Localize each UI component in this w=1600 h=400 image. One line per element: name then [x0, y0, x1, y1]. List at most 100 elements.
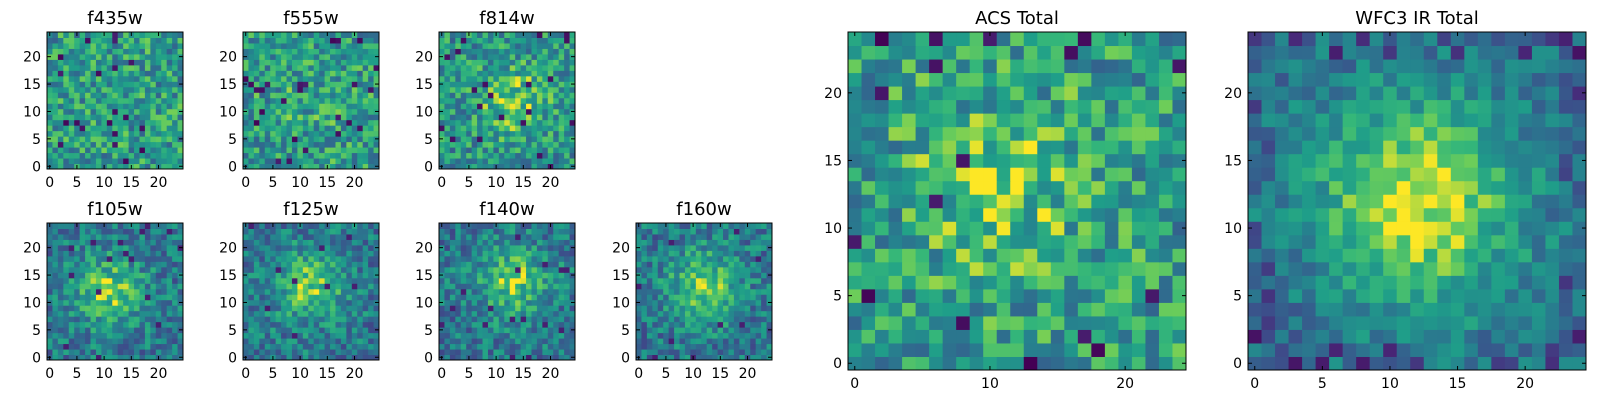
heatmap-cell — [636, 338, 642, 345]
heatmap-cell — [248, 59, 255, 66]
heatmap-cell — [542, 354, 549, 361]
heatmap-cell — [646, 327, 653, 334]
heatmap-cell — [542, 321, 549, 328]
heatmap-cell — [477, 48, 484, 55]
heatmap-cell — [313, 70, 320, 77]
heatmap-cell — [455, 261, 462, 268]
heatmap-cell — [281, 332, 288, 339]
heatmap-cell — [477, 332, 484, 339]
heatmap-cell — [90, 136, 97, 143]
heatmap-cell — [357, 81, 364, 88]
heatmap-cell — [455, 310, 462, 317]
heatmap-cell — [351, 294, 358, 301]
heatmap-cell — [351, 59, 358, 66]
heatmap-cell — [253, 321, 260, 328]
heatmap-cell — [253, 158, 260, 165]
heatmap-cell — [996, 167, 1011, 182]
heatmap-cell — [553, 223, 560, 229]
heatmap-cell — [270, 152, 277, 159]
heatmap-cell — [569, 97, 576, 104]
heatmap-cell — [264, 119, 271, 126]
heatmap-cell — [460, 92, 467, 99]
heatmap-cell — [264, 261, 271, 268]
heatmap-cell — [526, 103, 532, 110]
heatmap-cell — [362, 48, 369, 55]
heatmap-cell — [47, 266, 53, 273]
heatmap-cell — [286, 147, 293, 154]
heatmap-cell — [542, 343, 549, 350]
heatmap-cell — [68, 332, 75, 339]
heatmap-cell — [112, 288, 119, 295]
heatmap-cell — [1091, 221, 1106, 236]
heatmap-cell — [47, 228, 53, 235]
heatmap-cell — [357, 48, 364, 55]
heatmap-cell — [297, 310, 304, 317]
heatmap-cell — [68, 119, 75, 126]
heatmap-cell — [641, 338, 648, 345]
heatmap-cell — [362, 152, 369, 159]
heatmap-cell — [101, 266, 108, 273]
heatmap-cell — [117, 266, 124, 273]
heatmap-cell — [47, 64, 53, 71]
heatmap-cell — [302, 70, 309, 77]
heatmap-cell — [531, 272, 538, 279]
heatmap-cell — [547, 97, 554, 104]
heatmap-cell — [112, 277, 119, 284]
heatmap-cell — [929, 302, 944, 317]
heatmap-cell — [63, 294, 70, 301]
heatmap-cell — [172, 239, 179, 246]
heatmap-cell — [444, 294, 451, 301]
heatmap-cell — [466, 343, 473, 350]
heatmap-cell — [101, 244, 108, 251]
heatmap-cell — [106, 266, 113, 273]
heatmap-cell — [264, 244, 271, 251]
heatmap-cell — [733, 305, 740, 312]
heatmap-cell — [270, 266, 277, 273]
heatmap-cell — [275, 158, 282, 165]
heatmap-cell — [542, 108, 549, 115]
heatmap-cell — [63, 305, 70, 312]
heatmap-cell — [313, 354, 320, 361]
heatmap-cell — [324, 70, 331, 77]
heatmap-cell — [477, 338, 484, 345]
heatmap-cell — [123, 158, 130, 165]
heatmap-cell — [515, 70, 522, 77]
heatmap-cell — [504, 310, 511, 317]
heatmap-cell — [47, 316, 53, 323]
heatmap-cell — [569, 103, 576, 110]
heatmap-cell — [663, 228, 670, 235]
heatmap-cell — [487, 147, 494, 154]
heatmap-cell — [477, 92, 484, 99]
heatmap-cell — [297, 103, 304, 110]
heatmap-cell — [509, 37, 516, 44]
heatmap-cell — [128, 64, 135, 71]
heatmap-cell — [259, 48, 266, 55]
heatmap-cell — [112, 354, 119, 361]
heatmap-cell — [259, 283, 266, 290]
heatmap-cell — [172, 70, 179, 77]
heatmap-cell — [526, 327, 532, 334]
heatmap-cell — [68, 75, 75, 82]
heatmap-cell — [471, 332, 478, 339]
heatmap-cell — [134, 152, 140, 159]
heatmap-cell — [520, 114, 527, 121]
heatmap-cell — [52, 152, 59, 159]
heatmap-cell — [466, 42, 473, 49]
heatmap-cell — [155, 152, 162, 159]
heatmap-cell — [248, 255, 255, 262]
heatmap-cell — [357, 119, 364, 126]
heatmap-cell — [373, 48, 380, 55]
heatmap-cell — [68, 53, 75, 60]
heatmap-cell — [515, 261, 522, 268]
heatmap-cell — [335, 250, 342, 257]
heatmap-cell — [123, 239, 130, 246]
heatmap-cell — [1050, 261, 1065, 276]
heatmap-cell — [455, 316, 462, 323]
heatmap-cell — [728, 223, 735, 229]
heatmap-cell — [270, 42, 277, 49]
heatmap-cell — [569, 233, 576, 240]
heatmap-cell — [166, 321, 173, 328]
heatmap-cell — [286, 244, 293, 251]
heatmap-cell — [1077, 221, 1092, 236]
heatmap-cell — [493, 75, 500, 82]
